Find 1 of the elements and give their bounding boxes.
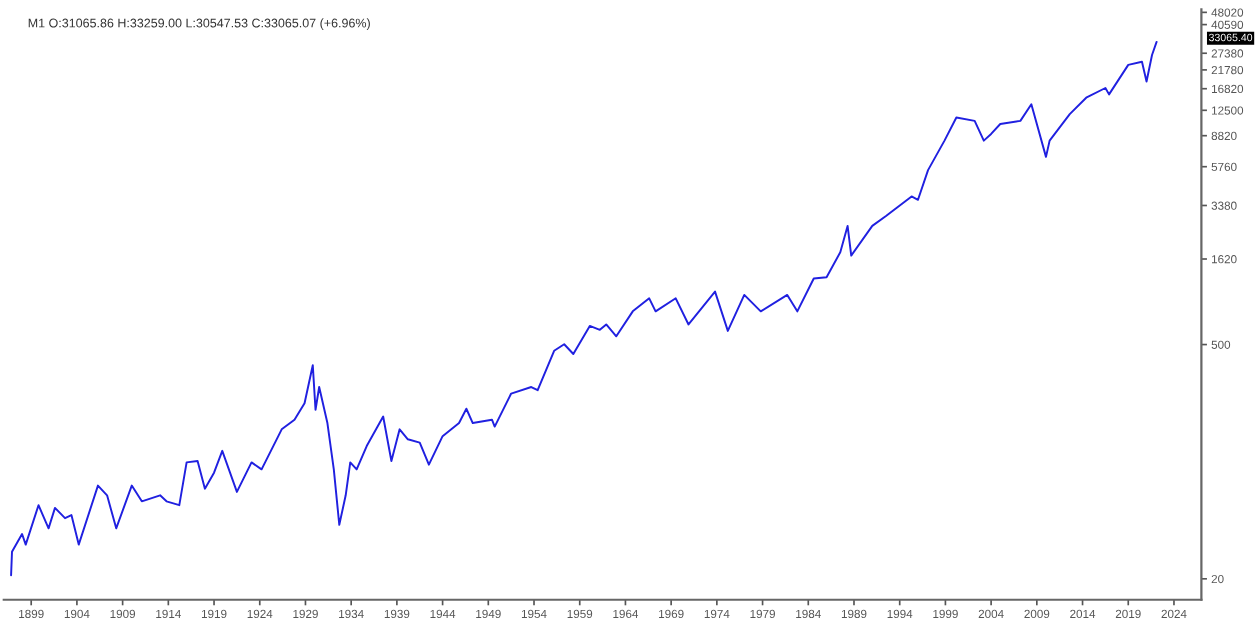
line-series: [10, 40, 1158, 577]
